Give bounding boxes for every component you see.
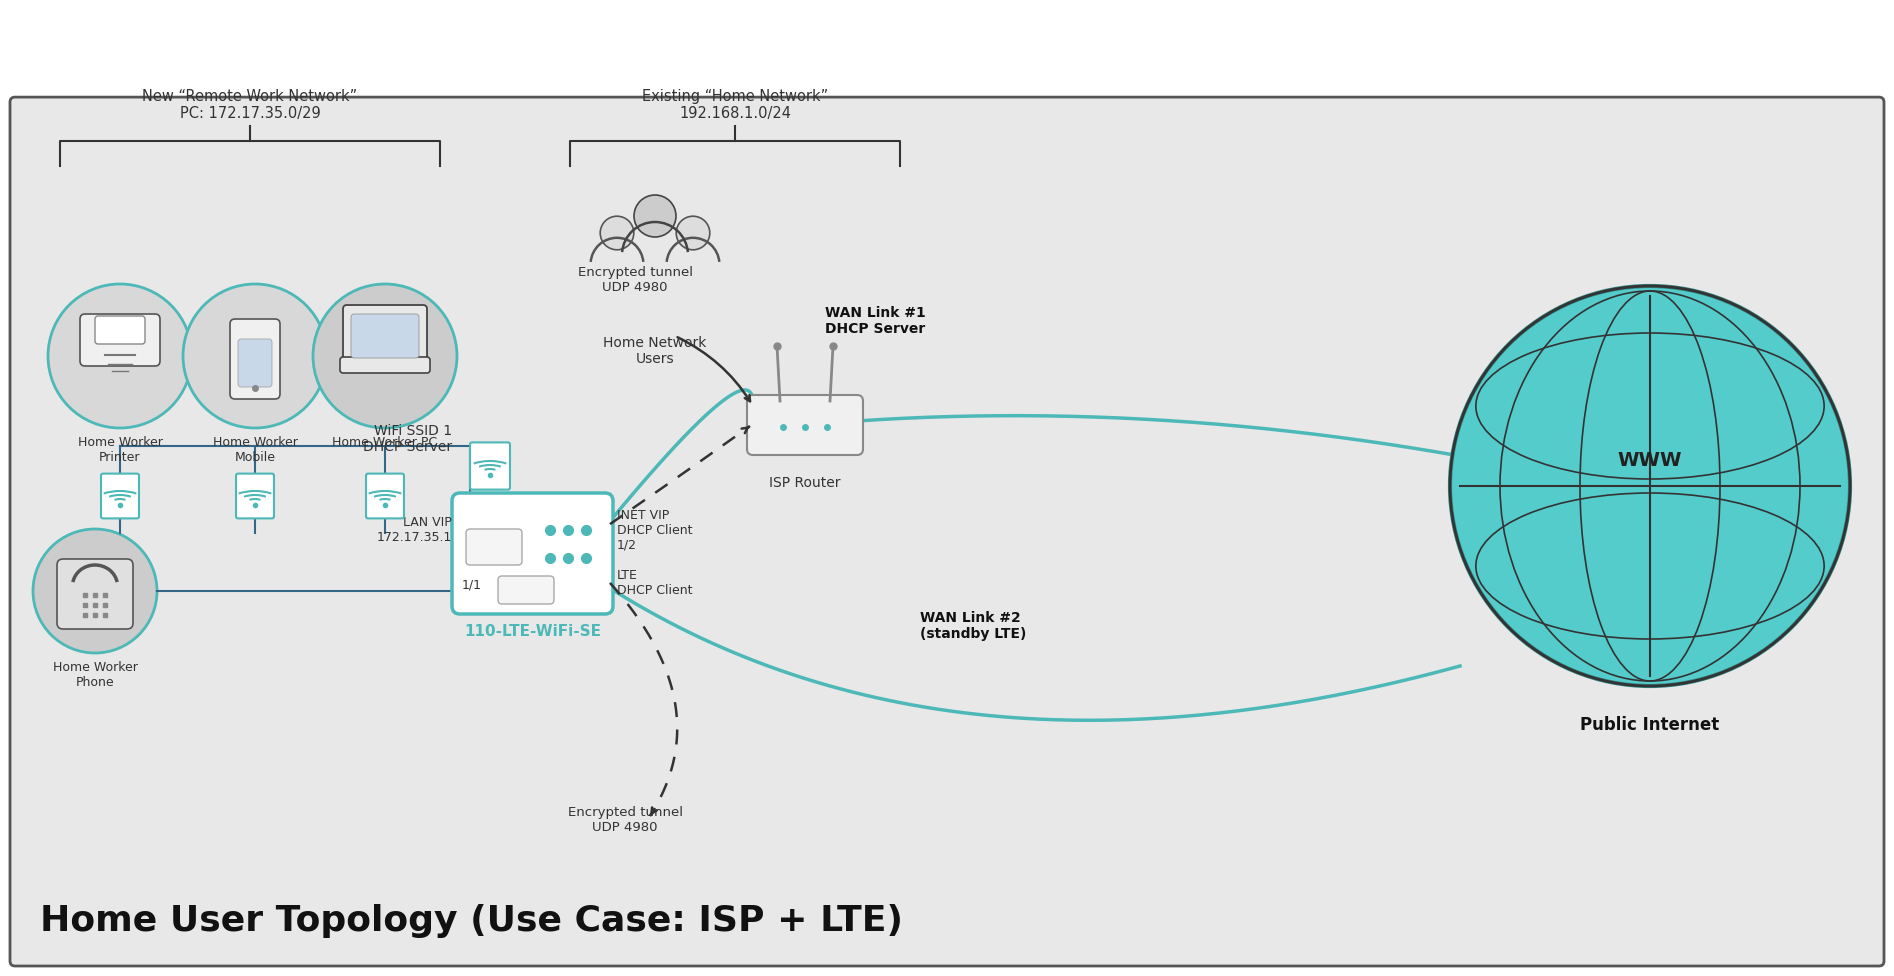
FancyBboxPatch shape xyxy=(100,473,138,518)
FancyBboxPatch shape xyxy=(453,493,614,614)
Text: 1/1: 1/1 xyxy=(462,579,481,591)
FancyBboxPatch shape xyxy=(95,316,146,344)
FancyBboxPatch shape xyxy=(57,559,133,629)
Text: INET VIP
DHCP Client
1/2: INET VIP DHCP Client 1/2 xyxy=(617,508,693,551)
Text: Home Network
Users: Home Network Users xyxy=(604,336,706,366)
Circle shape xyxy=(47,284,191,428)
Circle shape xyxy=(1451,286,1850,686)
Text: LTE
DHCP Client: LTE DHCP Client xyxy=(617,569,693,597)
Text: Home Worker
Printer: Home Worker Printer xyxy=(78,436,163,464)
FancyBboxPatch shape xyxy=(239,339,273,387)
FancyBboxPatch shape xyxy=(470,442,509,490)
Text: Existing “Home Network”
192.168.1.0/24: Existing “Home Network” 192.168.1.0/24 xyxy=(642,89,828,121)
Text: Public Internet: Public Internet xyxy=(1580,716,1720,734)
FancyBboxPatch shape xyxy=(9,98,1885,966)
Text: WAN Link #2
(standby LTE): WAN Link #2 (standby LTE) xyxy=(920,611,1027,641)
Text: Home User Topology (Use Case: ISP + LTE): Home User Topology (Use Case: ISP + LTE) xyxy=(40,904,903,938)
Circle shape xyxy=(634,195,676,237)
FancyBboxPatch shape xyxy=(366,473,403,518)
Text: New “Remote Work Network”
PC: 172.17.35.0/29: New “Remote Work Network” PC: 172.17.35.… xyxy=(142,89,358,121)
FancyBboxPatch shape xyxy=(350,314,419,358)
Circle shape xyxy=(313,284,456,428)
FancyBboxPatch shape xyxy=(237,473,275,518)
Circle shape xyxy=(184,284,328,428)
Text: LAN VIP
172.17.35.1: LAN VIP 172.17.35.1 xyxy=(377,516,453,545)
FancyBboxPatch shape xyxy=(343,305,426,365)
FancyBboxPatch shape xyxy=(341,357,430,373)
Circle shape xyxy=(600,217,634,250)
FancyBboxPatch shape xyxy=(80,314,159,366)
Circle shape xyxy=(32,529,157,653)
FancyBboxPatch shape xyxy=(229,319,280,399)
Text: Home Worker
Phone: Home Worker Phone xyxy=(53,661,138,689)
Text: WAN Link #1
DHCP Server: WAN Link #1 DHCP Server xyxy=(826,305,926,336)
FancyBboxPatch shape xyxy=(746,395,864,455)
FancyBboxPatch shape xyxy=(466,529,523,565)
Text: Home Worker
Mobile: Home Worker Mobile xyxy=(212,436,297,464)
Text: ISP Router: ISP Router xyxy=(769,476,841,490)
Text: WiFi SSID 1
DHCP Server: WiFi SSID 1 DHCP Server xyxy=(364,424,453,454)
Text: Encrypted tunnel
UDP 4980: Encrypted tunnel UDP 4980 xyxy=(578,266,693,294)
Text: WWW: WWW xyxy=(1617,452,1682,470)
Circle shape xyxy=(676,217,710,250)
Text: Encrypted tunnel
UDP 4980: Encrypted tunnel UDP 4980 xyxy=(568,806,682,834)
FancyBboxPatch shape xyxy=(498,576,555,604)
Text: 110-LTE-WiFi-SE: 110-LTE-WiFi-SE xyxy=(464,624,600,639)
Text: Home Worker PC: Home Worker PC xyxy=(333,436,438,449)
